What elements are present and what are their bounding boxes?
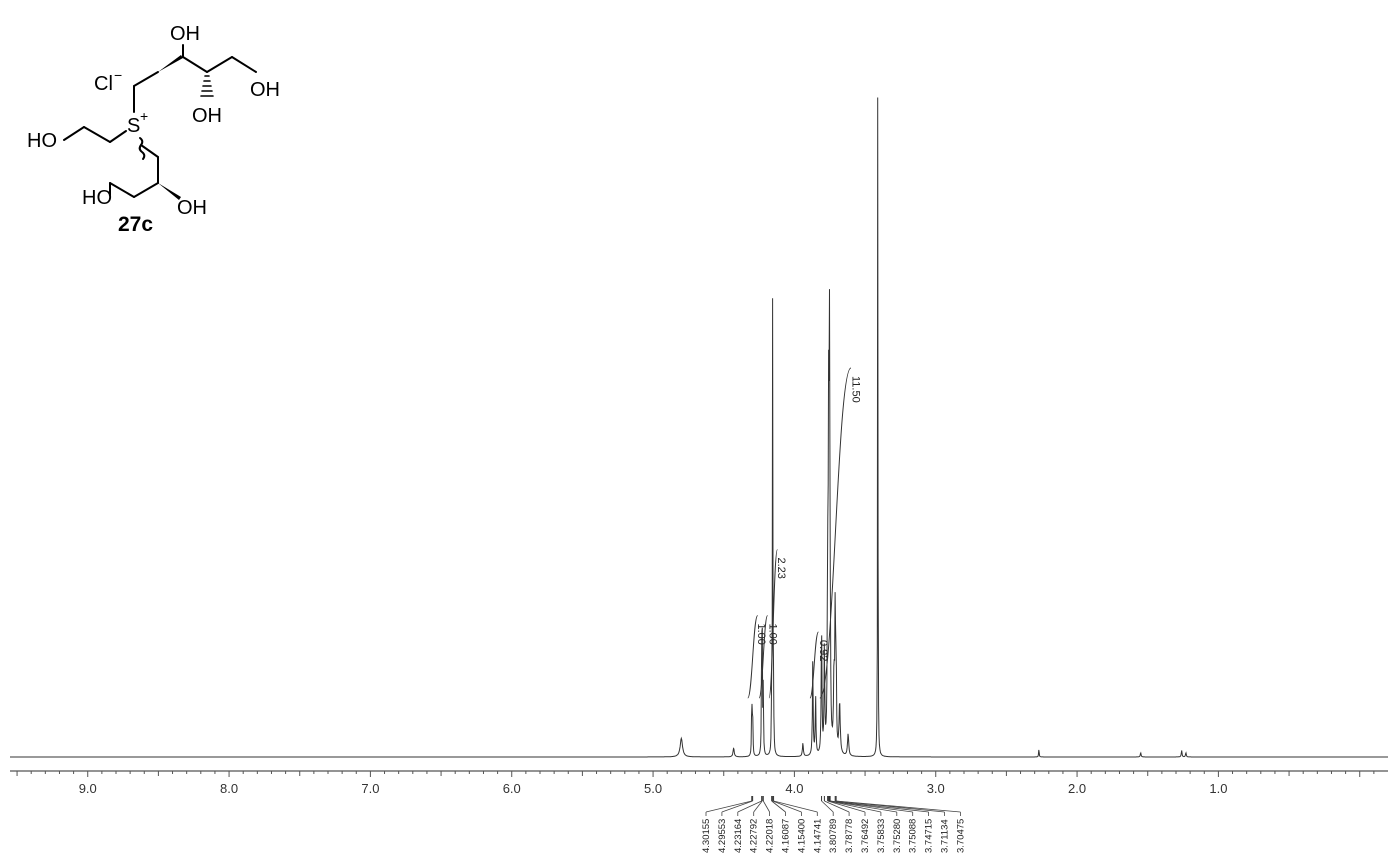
peak-shift-label: 3.76492: [860, 819, 871, 853]
bond: [63, 126, 85, 141]
bond: [206, 56, 233, 73]
integral-curve: [819, 367, 852, 699]
x-tick-label: 9.0: [79, 781, 97, 796]
integral-curve: [768, 549, 778, 699]
peak-shift-label: 3.80789: [828, 819, 839, 853]
bond: [231, 56, 257, 73]
wedge-bond: [158, 55, 183, 72]
peak-leader-line: [773, 800, 818, 813]
x-tick-label: 8.0: [220, 781, 238, 796]
chloride-charge: −: [114, 67, 122, 83]
peak-shift-label: 3.78778: [844, 819, 855, 853]
peak-shift-label: 4.23164: [733, 819, 744, 853]
peak-shift-label: 4.14741: [812, 819, 823, 853]
hydroxyl-label-right: OH: [250, 79, 280, 101]
bond: [133, 182, 159, 198]
peak-leader-line: [772, 800, 802, 813]
peak-leader-line: [737, 800, 762, 813]
integral-value: 0.92: [817, 640, 829, 661]
bond: [133, 71, 159, 87]
x-tick-label: 1.0: [1209, 781, 1227, 796]
hash-bond: [200, 75, 214, 97]
integral-curve: [758, 615, 769, 699]
peak-leader-line: [721, 800, 753, 813]
peak-shift-label: 4.30155: [701, 819, 712, 853]
x-tick-label: 4.0: [785, 781, 803, 796]
chemical-structure: OH OH OH Cl − S + HO HO OH 27c: [27, 23, 280, 236]
chloride-label: Cl: [94, 73, 113, 95]
bond: [109, 182, 135, 198]
peak-leader-line: [836, 800, 961, 813]
spectrum-line: [10, 97, 1388, 758]
peak-shift-label: 4.22018: [765, 819, 776, 853]
peak-leader-line: [830, 800, 929, 813]
bond: [140, 144, 159, 158]
hydroxyl-label-left: HO: [27, 130, 57, 152]
peak-leader-line: [753, 800, 763, 813]
peak-shift-label: 4.22792: [749, 819, 760, 853]
sulfonium-charge: +: [140, 108, 148, 124]
integral-value: 1.00: [766, 624, 778, 645]
hydroxyl-label-mid: OH: [192, 105, 222, 127]
peak-leader-line: [824, 800, 850, 813]
hydroxyl-label-bottom-left: HO: [82, 187, 112, 209]
peak-leader-line: [827, 800, 866, 813]
peak-leader-line: [705, 800, 752, 813]
x-tick-label: 6.0: [503, 781, 521, 796]
integral-value: 2.23: [775, 558, 787, 579]
peak-shift-label: 3.70475: [955, 819, 966, 853]
peak-leader-line: [762, 800, 770, 813]
peak-shift-label: 3.75088: [908, 819, 919, 853]
bond: [109, 130, 127, 143]
wavy-bond: [138, 137, 146, 160]
peak-shift-label: 3.75280: [892, 819, 903, 853]
x-tick-label: 5.0: [644, 781, 662, 796]
peak-label-group: 4.30155 4.29553 4.23164 4.22792 4.22018 4.160…: [701, 796, 966, 853]
peak-shift-label: 4.29553: [717, 819, 728, 853]
bond: [182, 56, 208, 73]
peak-shift-label: 3.71134: [940, 819, 951, 853]
integral-curve: [809, 631, 819, 699]
peak-shift-label: 3.75833: [876, 819, 887, 853]
bond: [83, 126, 111, 143]
x-tick-label: 2.0: [1068, 781, 1086, 796]
spectrum-trace-group: [10, 97, 1388, 758]
integral-curve: [747, 615, 759, 699]
x-axis: 9.0 8.0 7.0 6.0 5.0 4.0 3.0 2.0 1.0: [10, 770, 1388, 796]
hydroxyl-label-bottom-right: OH: [177, 197, 207, 219]
peak-leader-line: [771, 800, 786, 813]
wedge-bond: [158, 183, 181, 200]
peak-shift-label: 3.74715: [924, 819, 935, 853]
sulfonium-label: S: [127, 115, 140, 137]
compound-label: 27c: [118, 213, 153, 236]
x-tick-label: 7.0: [361, 781, 379, 796]
peak-leader-line: [821, 800, 834, 813]
peak-leader-line: [828, 800, 881, 813]
x-tick-label: 3.0: [927, 781, 945, 796]
integral-value: 11.50: [850, 376, 862, 403]
hydroxyl-label-top: OH: [170, 23, 200, 45]
peak-shift-label: 4.16087: [781, 819, 792, 853]
peak-shift-label: 4.15400: [796, 819, 807, 853]
